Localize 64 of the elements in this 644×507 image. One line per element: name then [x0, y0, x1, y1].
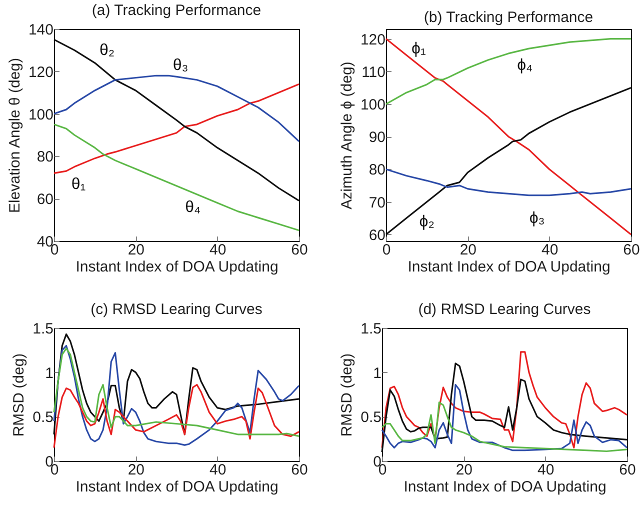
series-label: ϕ₄: [517, 56, 533, 74]
y-tick-label: 120: [360, 31, 386, 48]
series-label: θ₃: [172, 57, 188, 74]
x-tick-label: 20: [460, 242, 477, 258]
series-label: ϕ₃: [529, 210, 545, 228]
y-tick-label: 60: [368, 226, 386, 244]
line-series: [385, 168, 632, 196]
line-series: [381, 351, 628, 448]
line-series: [385, 38, 632, 236]
y-tick-label: 120: [28, 64, 54, 81]
y-tick-label: 1.5: [360, 320, 382, 338]
line-series: [53, 333, 300, 436]
x-tick-label: 40: [209, 462, 226, 478]
chart-title: (a) Tracking Performance: [92, 2, 262, 19]
x-tick-label: 40: [209, 242, 226, 258]
y-tick-label: 0.5: [32, 409, 54, 426]
y-tick-label: 100: [28, 106, 54, 124]
y-axis-title: Azimuth Angle ϕ (deg): [338, 62, 356, 210]
y-tick-label: 1: [373, 364, 382, 382]
series-label: θ₂: [100, 42, 115, 60]
x-tick-label: 60: [619, 462, 636, 478]
y-tick-label: 0.5: [360, 409, 382, 426]
x-tick-label: 60: [291, 242, 308, 258]
y-axis-title: RMSD (deg): [338, 353, 356, 437]
y-axis-title: RMSD (deg): [10, 353, 28, 437]
x-tick-label: 20: [128, 462, 145, 478]
line-series: [385, 38, 632, 105]
series-label: θ₄: [185, 199, 201, 216]
line-series: [53, 83, 300, 174]
x-tick-label: 20: [128, 242, 145, 258]
series-label: ϕ₂: [419, 213, 434, 230]
y-tick-label: 60: [36, 191, 54, 208]
line-series: [53, 124, 300, 232]
x-axis-title: Instant Index of DOA Updating: [408, 258, 610, 276]
line-series: [381, 402, 628, 452]
line-series: [53, 384, 300, 448]
y-tick-label: 90: [368, 129, 386, 146]
y-tick-label: 80: [36, 148, 54, 166]
y-tick-label: 100: [360, 96, 386, 114]
series-label: θ₁: [71, 176, 86, 193]
y-tick-label: 70: [368, 194, 386, 212]
x-axis-title: Instant Index of DOA Updating: [76, 478, 278, 496]
line-series: [381, 362, 628, 453]
x-tick-label: 40: [537, 462, 554, 478]
chart-title: (d) RMSD Learing Curves: [418, 301, 591, 318]
line-series: [53, 38, 300, 202]
y-tick-label: 140: [28, 22, 54, 38]
x-axis-title: Instant Index of DOA Updating: [76, 258, 278, 276]
line-series: [381, 384, 628, 452]
series-label: ϕ₁: [411, 40, 426, 58]
line-series: [53, 74, 300, 142]
x-tick-label: 60: [291, 462, 308, 478]
y-tick-label: 80: [368, 162, 386, 179]
chart-title: (c) RMSD Learing Curves: [90, 301, 262, 318]
x-tick-label: 40: [541, 242, 558, 258]
x-tick-label: 60: [623, 242, 640, 258]
y-tick-label: 1: [45, 364, 54, 382]
y-tick-label: 1.5: [32, 320, 54, 338]
x-tick-label: 20: [456, 462, 473, 478]
y-axis-title: Elevation Angle θ (deg): [6, 58, 24, 214]
x-axis-title: Instant Index of DOA Updating: [404, 478, 606, 496]
y-tick-label: 110: [362, 64, 386, 81]
chart-title: (b) Tracking Performance: [424, 9, 594, 26]
line-series: [385, 86, 632, 236]
